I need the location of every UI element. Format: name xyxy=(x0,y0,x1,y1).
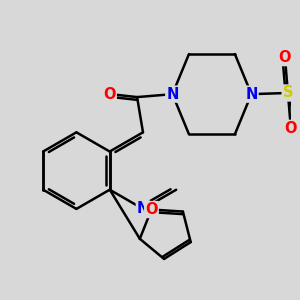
Text: N: N xyxy=(137,201,149,216)
Text: O: O xyxy=(279,50,291,65)
Text: N: N xyxy=(166,87,178,102)
Text: O: O xyxy=(285,121,297,136)
Text: O: O xyxy=(145,202,158,217)
Text: N: N xyxy=(245,87,258,102)
Text: S: S xyxy=(283,85,293,100)
Text: O: O xyxy=(103,86,116,101)
